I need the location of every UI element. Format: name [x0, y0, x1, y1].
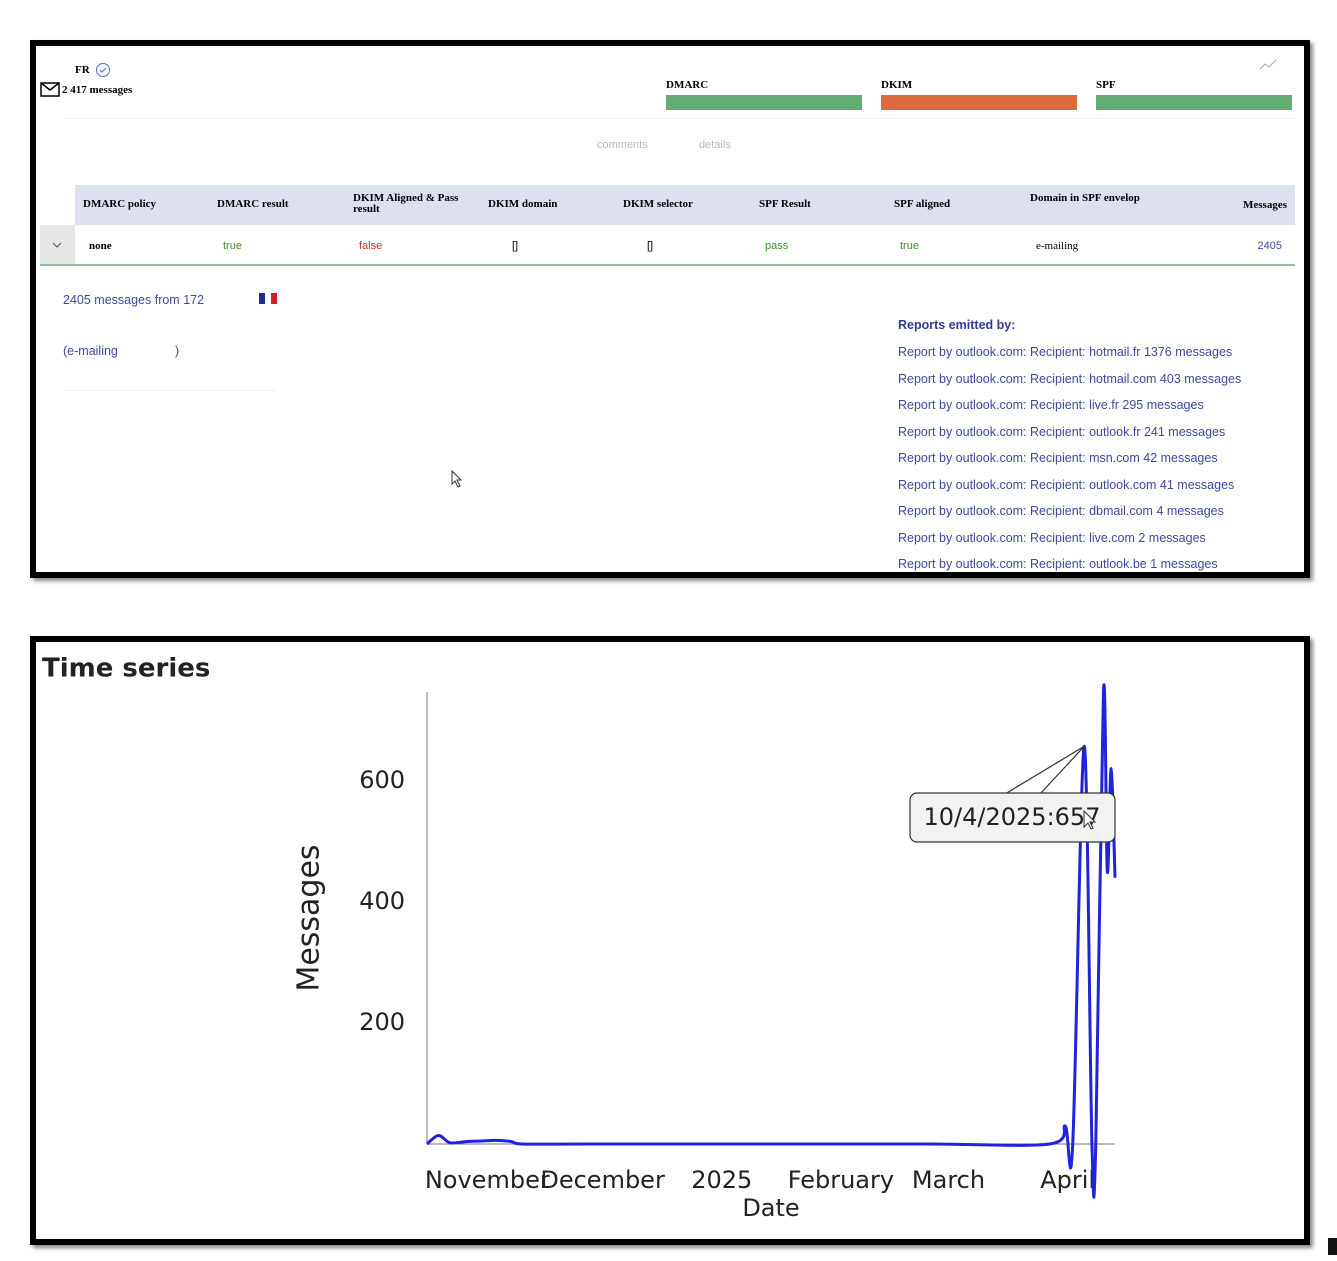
domain-text: (e-mailing — [63, 344, 118, 358]
chart-title: Time series — [42, 654, 210, 684]
report-link[interactable]: Report by outlook.com: Recipient: hotmai… — [898, 345, 1233, 359]
report-link[interactable]: Report by outlook.com: Recipient: outloo… — [898, 557, 1218, 571]
report-link[interactable]: Report by outlook.com: Recipient: live.f… — [898, 398, 1204, 412]
source-text: 2405 messages from 172 — [63, 293, 205, 307]
report-link[interactable]: Report by outlook.com: Recipient: hotmai… — [898, 371, 1242, 386]
column-header: DKIM domain — [488, 198, 558, 210]
check-icon — [96, 63, 110, 77]
table-cell: [] — [512, 240, 519, 252]
report-link[interactable]: Report by outlook.com: Recipient: outloo… — [898, 424, 1226, 439]
check-label: SPF — [1096, 79, 1116, 91]
column-header: SPF aligned — [894, 198, 951, 210]
column-header: Messages — [1243, 199, 1287, 211]
chart: Time series Messages Date 200 400 600 Novem… — [42, 654, 1117, 1222]
table-cell: 2405 — [1257, 240, 1282, 252]
cursor — [451, 470, 463, 488]
chart-panel: Time series Messages Date 200 400 600 Novem… — [30, 636, 1310, 1245]
report-link[interactable]: Report by outlook.com: Recipient: outloo… — [898, 477, 1235, 492]
column-header: DMARC result — [217, 198, 289, 210]
status-bar — [666, 95, 862, 110]
report-link[interactable]: Report by outlook.com: Recipient: msn.co… — [898, 451, 1218, 465]
cursor — [1083, 809, 1097, 830]
reports-title: Reports emitted by: — [898, 318, 1016, 332]
report-panel: FR 2 417 messages DMARC DKIM SPF comment… — [30, 40, 1310, 578]
expand-cell[interactable] — [40, 225, 75, 265]
y-tick-label: 600 — [359, 766, 405, 794]
x-tick-label: 2025 — [691, 1166, 752, 1194]
column-header: Domain in SPF envelop — [1030, 192, 1140, 204]
report-link[interactable]: Report by outlook.com: Recipient: dbmail… — [898, 504, 1224, 518]
check-label: DMARC — [666, 79, 709, 91]
column-header: DKIM selector — [623, 198, 693, 210]
y-axis-label: Messages — [292, 844, 327, 991]
domain-text: ) — [175, 344, 180, 358]
table-cell: none — [89, 240, 112, 252]
line-series — [426, 683, 1117, 1199]
status-bar — [881, 95, 1077, 110]
column-header: SPF Result — [759, 198, 811, 210]
table-cell: [] — [647, 240, 654, 252]
status-bar — [1096, 95, 1292, 110]
row-border — [40, 264, 1295, 266]
table-cell: true — [900, 240, 919, 252]
tab[interactable]: comments — [597, 139, 648, 151]
tooltip-pointer — [1004, 745, 1085, 795]
table-cell: false — [359, 240, 383, 252]
table-cell: pass — [765, 240, 789, 252]
tooltip-text: 10/4/2025:657 — [924, 803, 1101, 831]
x-tick-label: February — [788, 1166, 894, 1194]
divider — [65, 390, 275, 391]
column-header: DKIM Aligned & Pass result — [353, 192, 459, 215]
x-axis-label: Date — [742, 1194, 799, 1222]
y-tick-label: 200 — [359, 1008, 405, 1036]
tab[interactable]: details — [699, 139, 731, 151]
flag — [259, 293, 277, 304]
country: FR — [75, 64, 90, 76]
column-header: DMARC policy — [83, 198, 157, 210]
report-link[interactable]: Report by outlook.com: Recipient: live.c… — [898, 530, 1206, 545]
edge-mark — [1328, 1238, 1337, 1255]
table-header — [75, 185, 1295, 225]
divider — [65, 118, 1295, 119]
tooltip — [909, 792, 1116, 843]
y-tick-label: 400 — [359, 887, 405, 915]
message-count: 2 417 messages — [62, 84, 133, 96]
x-tick-label: March — [912, 1166, 985, 1194]
check-label: DKIM — [881, 79, 913, 91]
x-tick-label: April — [1040, 1166, 1095, 1194]
trend-icon[interactable] — [1258, 58, 1278, 72]
table-cell: e-mailing — [1036, 240, 1079, 252]
table-cell: true — [223, 240, 242, 252]
x-tick-label: November — [425, 1166, 550, 1194]
x-tick-label: December — [540, 1166, 665, 1194]
mail-icon — [40, 82, 60, 97]
